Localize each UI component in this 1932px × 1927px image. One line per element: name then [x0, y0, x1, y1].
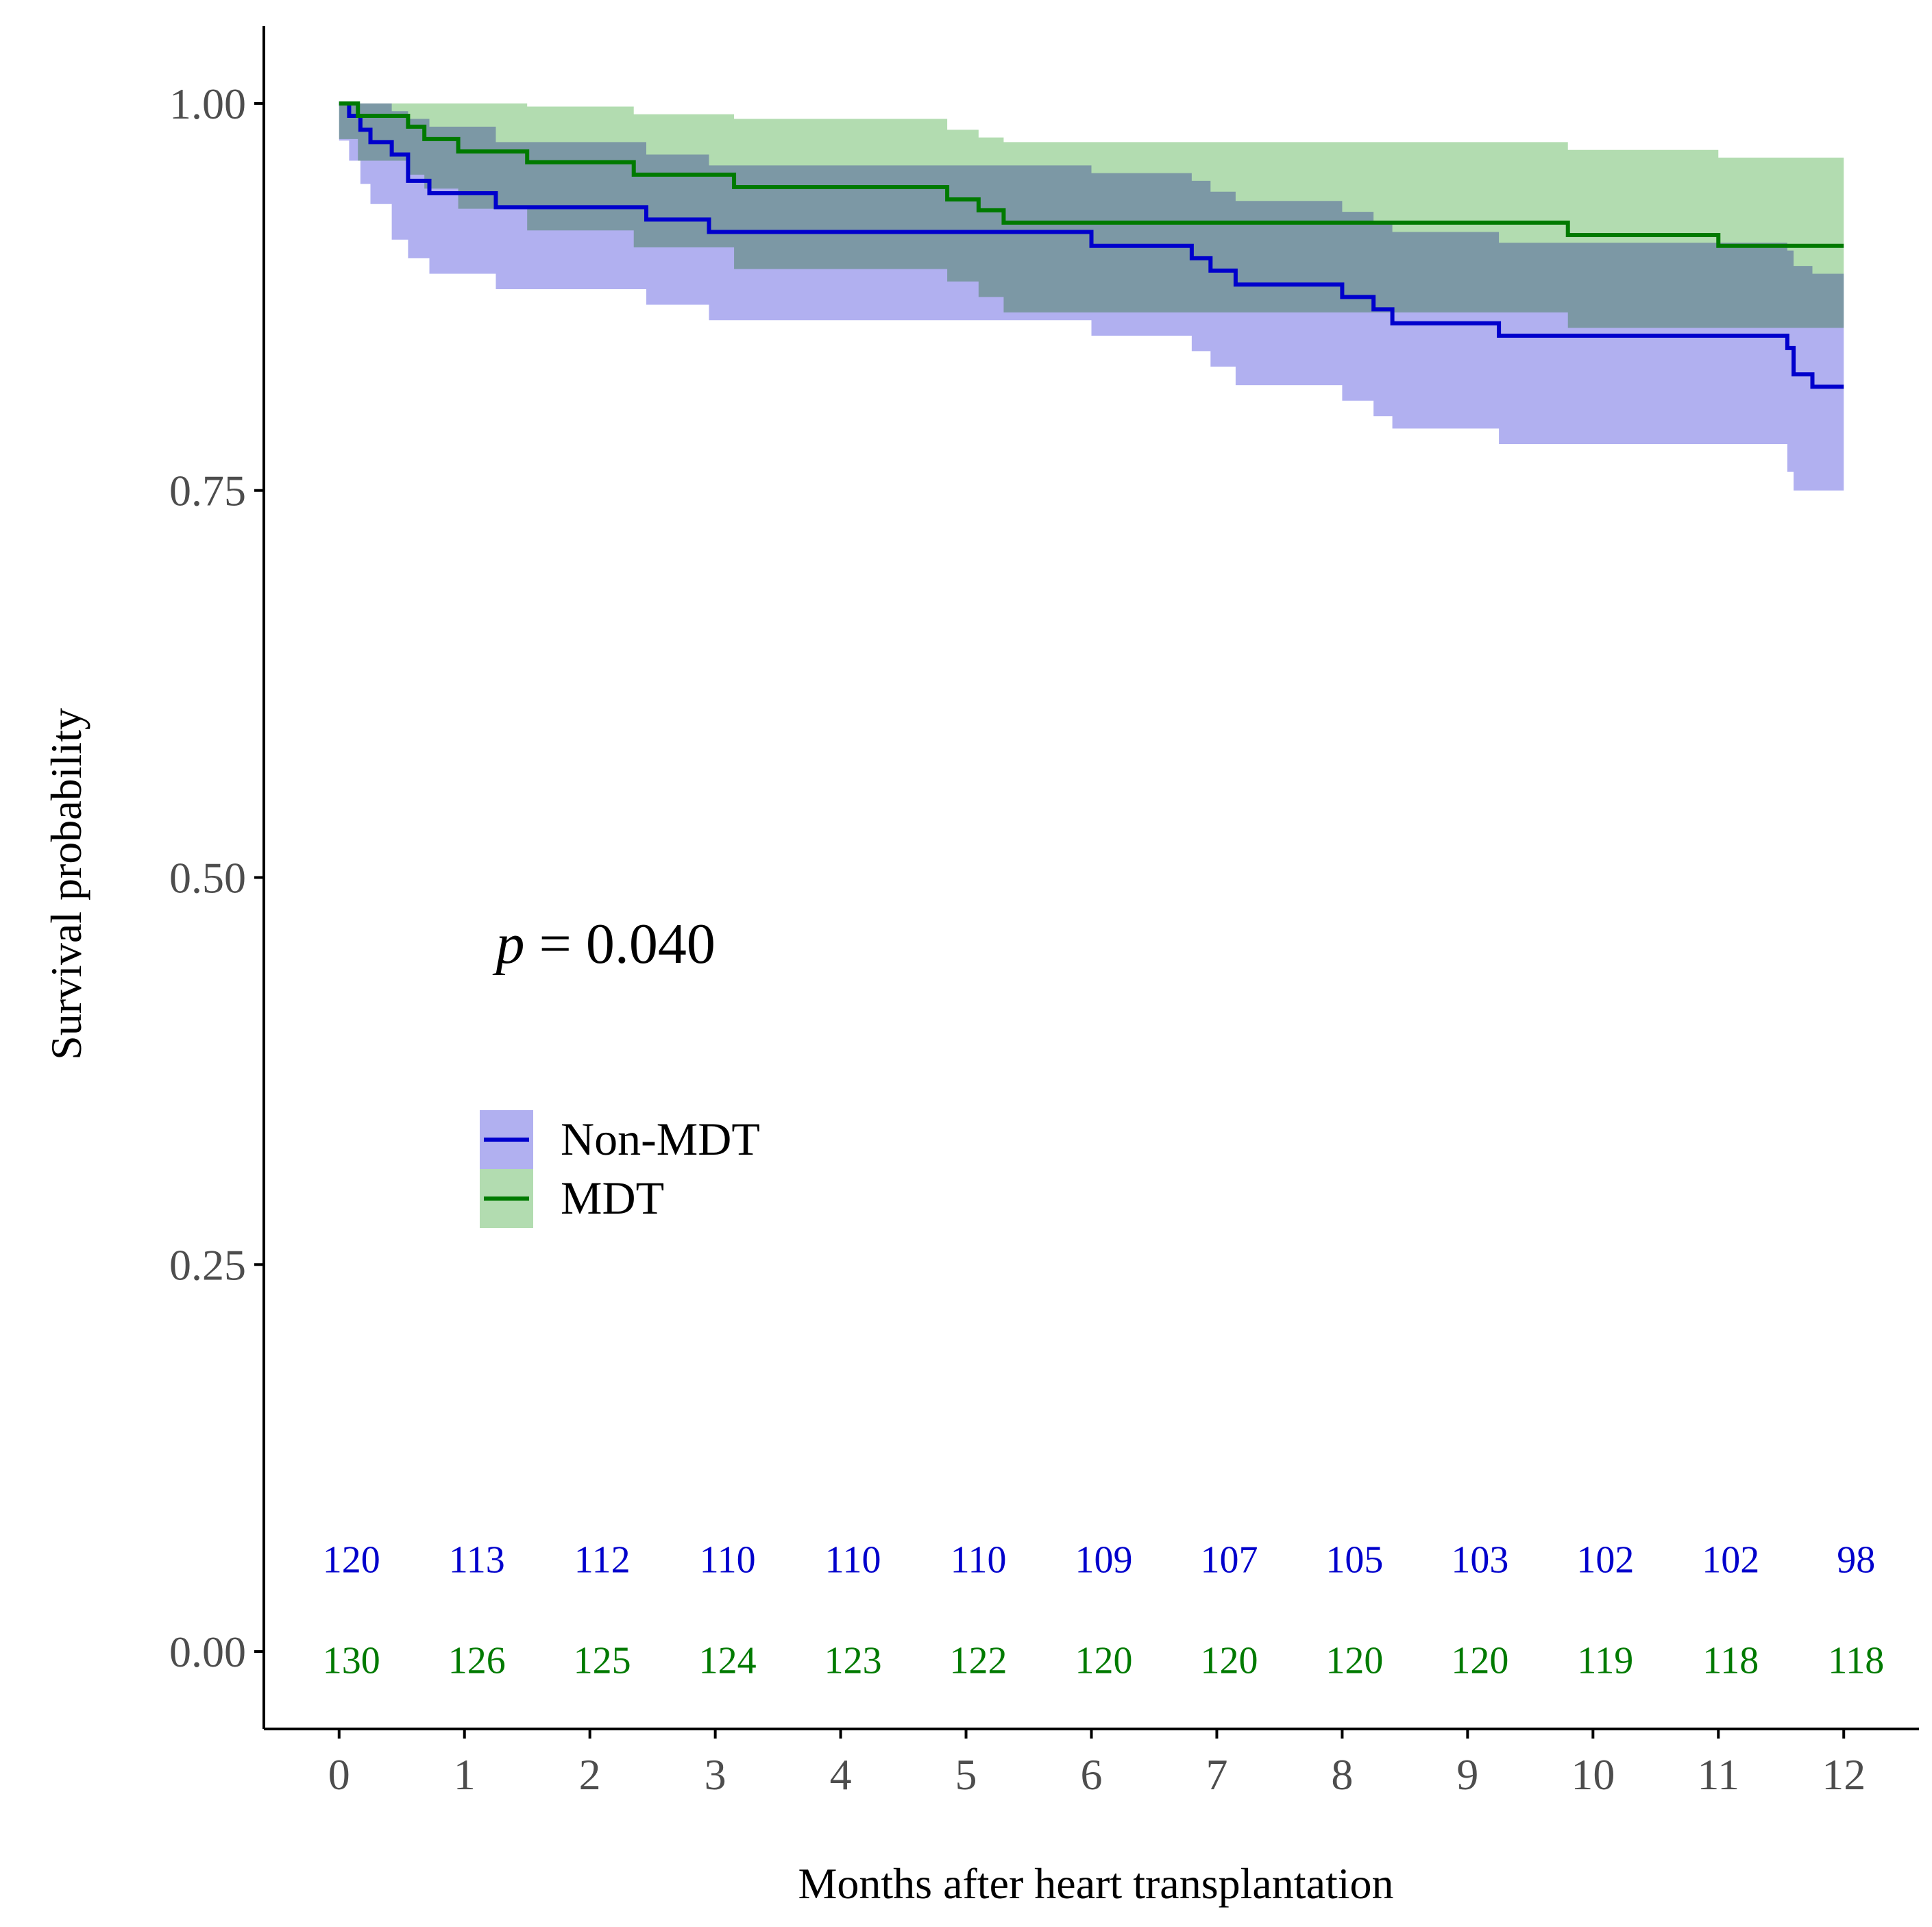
p-value-annotation: p = 0.040: [492, 912, 715, 976]
x-tick-label: 9: [1456, 1750, 1478, 1799]
mdt-at-risk-count: 123: [824, 1639, 882, 1682]
non-mdt-at-risk-count: 107: [1200, 1539, 1258, 1582]
mdt-at-risk-count: 125: [574, 1639, 631, 1682]
mdt-at-risk-count: 118: [1702, 1639, 1759, 1682]
mdt-at-risk-count: 130: [323, 1639, 380, 1682]
mdt-at-risk-count: 126: [448, 1639, 506, 1682]
axes: 0.000.250.500.751.000 1 2 3 4 5 6 7 8 9 10 11 12: [169, 26, 1919, 1799]
non-mdt-at-risk-count: 120: [323, 1539, 380, 1582]
x-tick-label: 6: [1081, 1750, 1103, 1799]
p-value-symbol: p: [492, 912, 524, 976]
x-tick-label: 1: [454, 1750, 476, 1799]
mdt-survival-curve: [339, 101, 1844, 248]
mdt-at-risk-count: 118: [1828, 1639, 1884, 1682]
x-axis-label: Months after heart transplantation: [798, 1859, 1393, 1908]
x-tick-label: 0: [328, 1750, 350, 1799]
x-tick-label: 5: [955, 1750, 977, 1799]
x-tick-label: 7: [1206, 1750, 1227, 1799]
non-mdt-at-risk-count: 105: [1325, 1539, 1383, 1582]
y-tick-label: 1.00: [169, 79, 246, 128]
non-mdt-at-risk-count: 110: [951, 1539, 1007, 1582]
non-mdt-survival-curve: [339, 101, 1844, 389]
p-value-text: = 0.040: [524, 912, 715, 976]
survival-curves: [339, 101, 1844, 389]
x-tick-label: 4: [830, 1750, 852, 1799]
x-tick-label: 11: [1697, 1750, 1739, 1799]
non-mdt-at-risk-count: 113: [449, 1539, 505, 1582]
y-axis-label: Survival probability: [42, 708, 90, 1060]
x-tick-label: 2: [579, 1750, 601, 1799]
non-mdt-at-risk-count: 112: [574, 1539, 631, 1582]
mdt-at-risk-count: 120: [1325, 1639, 1383, 1682]
legend: Non-MDT MDT: [480, 1110, 760, 1228]
numbers-at-risk: 120 113 112 110 110 110 109 107 105 103 102 102 98 13…: [323, 1539, 1884, 1682]
non-mdt-at-risk-count: 102: [1576, 1539, 1634, 1582]
mdt-at-risk-count: 124: [699, 1639, 757, 1682]
non-mdt-at-risk-count: 110: [700, 1539, 756, 1582]
confidence-bands: [339, 103, 1844, 491]
mdt-at-risk-count: 120: [1075, 1639, 1133, 1682]
mdt-confidence-band: [339, 103, 1844, 328]
y-tick-label: 0.25: [169, 1240, 246, 1289]
x-tick-label: 12: [1822, 1750, 1866, 1799]
x-tick-label: 10: [1571, 1750, 1615, 1799]
non-mdt-at-risk-count: 103: [1451, 1539, 1508, 1582]
non-mdt-at-risk-count: 98: [1837, 1539, 1875, 1582]
mdt-at-risk-count: 120: [1451, 1639, 1508, 1682]
y-tick-label: 0.50: [169, 854, 246, 903]
mdt-legend-label: MDT: [561, 1172, 664, 1224]
y-tick-label: 0.00: [169, 1628, 246, 1676]
non-mdt-at-risk-count: 109: [1075, 1539, 1133, 1582]
non-mdt-at-risk-count: 102: [1702, 1539, 1759, 1582]
y-tick-label: 0.75: [169, 467, 246, 515]
x-tick-label: 3: [705, 1750, 726, 1799]
mdt-at-risk-count: 122: [950, 1639, 1007, 1682]
x-tick-label: 8: [1331, 1750, 1353, 1799]
non-mdt-legend-label: Non-MDT: [561, 1113, 760, 1165]
non-mdt-at-risk-count: 110: [825, 1539, 881, 1582]
mdt-at-risk-count: 120: [1200, 1639, 1258, 1682]
mdt-at-risk-count: 119: [1577, 1639, 1633, 1682]
